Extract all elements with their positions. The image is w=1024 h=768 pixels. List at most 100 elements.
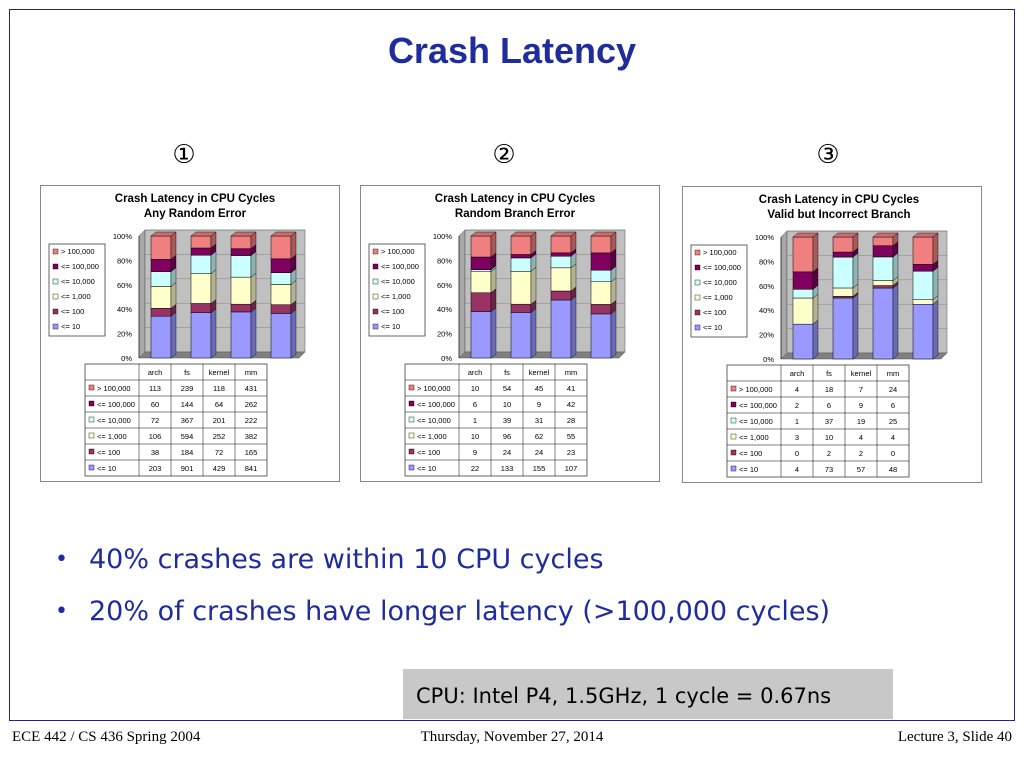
y-tick-label: 100% [755, 233, 775, 242]
legend-box [368, 243, 426, 337]
table-swatch [730, 401, 737, 408]
chart-marker-1: ① [172, 140, 196, 170]
table-cell-value: 118 [213, 384, 225, 393]
x-category-label: arch [468, 368, 483, 377]
table-cell-value: 144 [181, 400, 194, 409]
bar-segment [230, 248, 252, 256]
chart-title: Crash Latency in CPU Cycles [115, 193, 275, 205]
table-cell-value: 901 [181, 464, 194, 473]
table-cell-value: 10 [825, 433, 833, 442]
table-cell-value: 262 [245, 400, 258, 409]
table-cell-value: 48 [889, 465, 897, 474]
bar-segment [470, 292, 492, 312]
slide-title: Crash Latency [387, 30, 637, 71]
bar-segment [470, 269, 492, 273]
y-tick-label: 0% [441, 354, 452, 363]
bar-segment [150, 259, 172, 272]
bar-segment [912, 264, 934, 272]
table-swatch [408, 464, 415, 471]
bar-segment-side [932, 299, 939, 360]
table-cell-value: 18 [825, 385, 833, 394]
bar-segment-side [530, 308, 537, 359]
table-cell-value: 7 [859, 385, 863, 394]
bar-segment [792, 271, 814, 290]
y-tick-label: 40% [117, 305, 132, 314]
table-cell-value: 107 [565, 464, 578, 473]
data-table [84, 363, 268, 477]
table-cell-value: 28 [567, 416, 575, 425]
bar-segment [190, 312, 212, 359]
table-swatch [88, 464, 95, 471]
bar-segment [190, 235, 212, 249]
table-cell-value: 0 [891, 449, 895, 458]
y-tick-label: 100% [113, 232, 133, 241]
bar-segment [510, 312, 532, 359]
bar-top [832, 232, 859, 238]
table-row-label: <= 1,000 [417, 432, 447, 441]
table-row-label: <= 1,000 [739, 433, 769, 442]
bar-segment [872, 236, 894, 246]
legend-swatch [52, 248, 59, 255]
table-cell-value: 72 [151, 416, 159, 425]
table-cell-value: 64 [215, 400, 223, 409]
table-cell-value: 841 [245, 464, 258, 473]
table-cell-value: 4 [795, 465, 799, 474]
chart-marker-3: ③ [816, 140, 840, 170]
y-tick-label: 80% [437, 256, 452, 265]
table-cell-value: 429 [213, 464, 226, 473]
table-cell-value: 6 [827, 401, 831, 410]
bar-segment [792, 297, 814, 325]
table-swatch [408, 384, 415, 391]
bar-segment [872, 287, 894, 360]
table-row-label: <= 100,000 [97, 400, 135, 409]
table-row-label: <= 100 [417, 448, 440, 457]
bar-segment [832, 236, 854, 253]
bar-segment [912, 299, 934, 305]
legend-label: <= 10,000 [61, 277, 95, 286]
legend-swatch [52, 278, 59, 285]
y-tick-label: 20% [437, 330, 452, 339]
legend-label: <= 1,000 [61, 292, 91, 301]
legend-swatch [52, 293, 59, 300]
bar-segment [270, 272, 292, 285]
legend-swatch [372, 293, 379, 300]
bar-top [230, 231, 257, 237]
table-cell-value: 1 [473, 416, 477, 425]
legend-label: <= 100 [381, 307, 404, 316]
table-cell-value: 10 [471, 432, 479, 441]
bar-top [190, 231, 217, 237]
bar-segment-side [852, 293, 859, 360]
table-cell-value: 24 [503, 448, 511, 457]
y-tick-label: 80% [117, 256, 132, 265]
legend-box [690, 244, 748, 338]
bar-segment-side [290, 309, 297, 359]
bar-segment [590, 281, 612, 305]
bar-segment [270, 235, 292, 260]
bar-top [872, 232, 899, 238]
bar-segment [150, 235, 172, 260]
bar-segment [510, 271, 532, 305]
bar-segment-side [812, 293, 819, 325]
bar-segment [190, 273, 212, 304]
table-cell-value: 45 [535, 384, 543, 393]
chart-side-wall [780, 230, 788, 360]
bar-segment [230, 276, 252, 305]
cpu-note-box: CPU: Intel P4, 1.5GHz, 1 cycle = 0.67ns [403, 669, 893, 719]
bar-segment [510, 303, 532, 313]
x-category-label: fs [184, 368, 190, 377]
data-table [404, 363, 588, 477]
table-row-label: > 100,000 [739, 385, 773, 394]
legend-swatch [694, 279, 701, 286]
bar-segment [590, 269, 612, 282]
bar-segment [550, 290, 572, 301]
bar-segment-side [210, 308, 217, 359]
footer-course: ECE 442 / CS 436 Spring 2004 [12, 729, 201, 745]
bar-segment-side [812, 319, 819, 360]
table-cell-value: 4 [795, 385, 799, 394]
table-swatch [88, 448, 95, 455]
table-cell-value: 184 [181, 448, 194, 457]
table-row-label: <= 10,000 [417, 416, 451, 425]
table-swatch [88, 400, 95, 407]
bar-top [470, 231, 497, 237]
y-tick-label: 0% [121, 354, 132, 363]
